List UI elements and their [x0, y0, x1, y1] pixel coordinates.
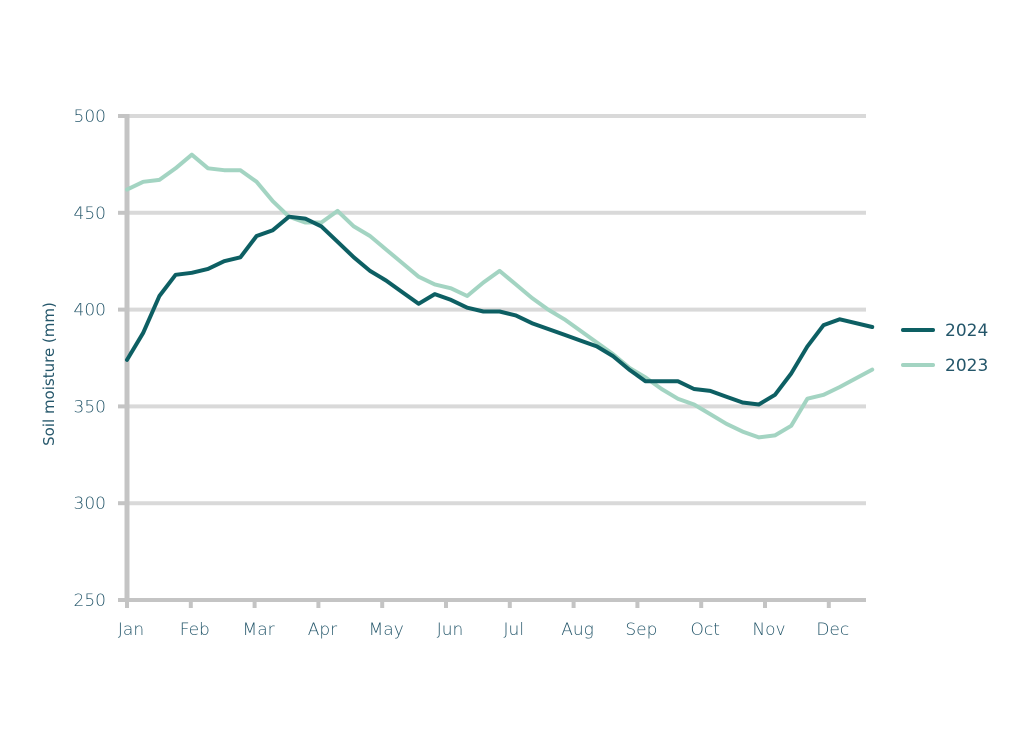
series-line-2023: [125, 152, 875, 440]
y-axis: 250 300 350 400 450 500: [74, 107, 130, 611]
x-tick-label: Sep: [625, 620, 657, 640]
x-tick-label: Dec: [816, 620, 849, 640]
x-tick-label: Apr: [308, 620, 337, 640]
y-tick-label: 300: [74, 494, 106, 514]
y-tick-label: 400: [74, 301, 106, 321]
x-tick-label: Aug: [561, 620, 594, 640]
x-tick-label: Jul: [504, 620, 525, 640]
y-axis-title: Soil moisture (mm): [40, 302, 58, 446]
legend-label-2024: 2024: [945, 321, 988, 341]
y-tick-label: 250: [74, 591, 106, 611]
series-lines: [125, 152, 875, 440]
x-tick-label: Jun: [437, 620, 464, 640]
x-tick-label: Jan: [118, 620, 144, 640]
x-tick-label: Mar: [243, 620, 275, 640]
x-tick-label: Nov: [752, 620, 785, 640]
legend-label-2023: 2023: [945, 356, 988, 376]
x-tick-label: May: [369, 620, 404, 640]
x-axis: Jan Feb Mar Apr May Jun Jul Aug Sep Oct Nov Dec: [118, 598, 866, 640]
legend: 2024 2023: [901, 321, 988, 376]
y-tick-label: 350: [74, 397, 106, 417]
series-line-2024: [125, 214, 875, 407]
y-tick-label: 500: [74, 107, 106, 127]
x-tick-label: Feb: [180, 620, 210, 640]
y-tick-label: 450: [74, 204, 106, 224]
x-tick-label: Oct: [690, 620, 719, 640]
